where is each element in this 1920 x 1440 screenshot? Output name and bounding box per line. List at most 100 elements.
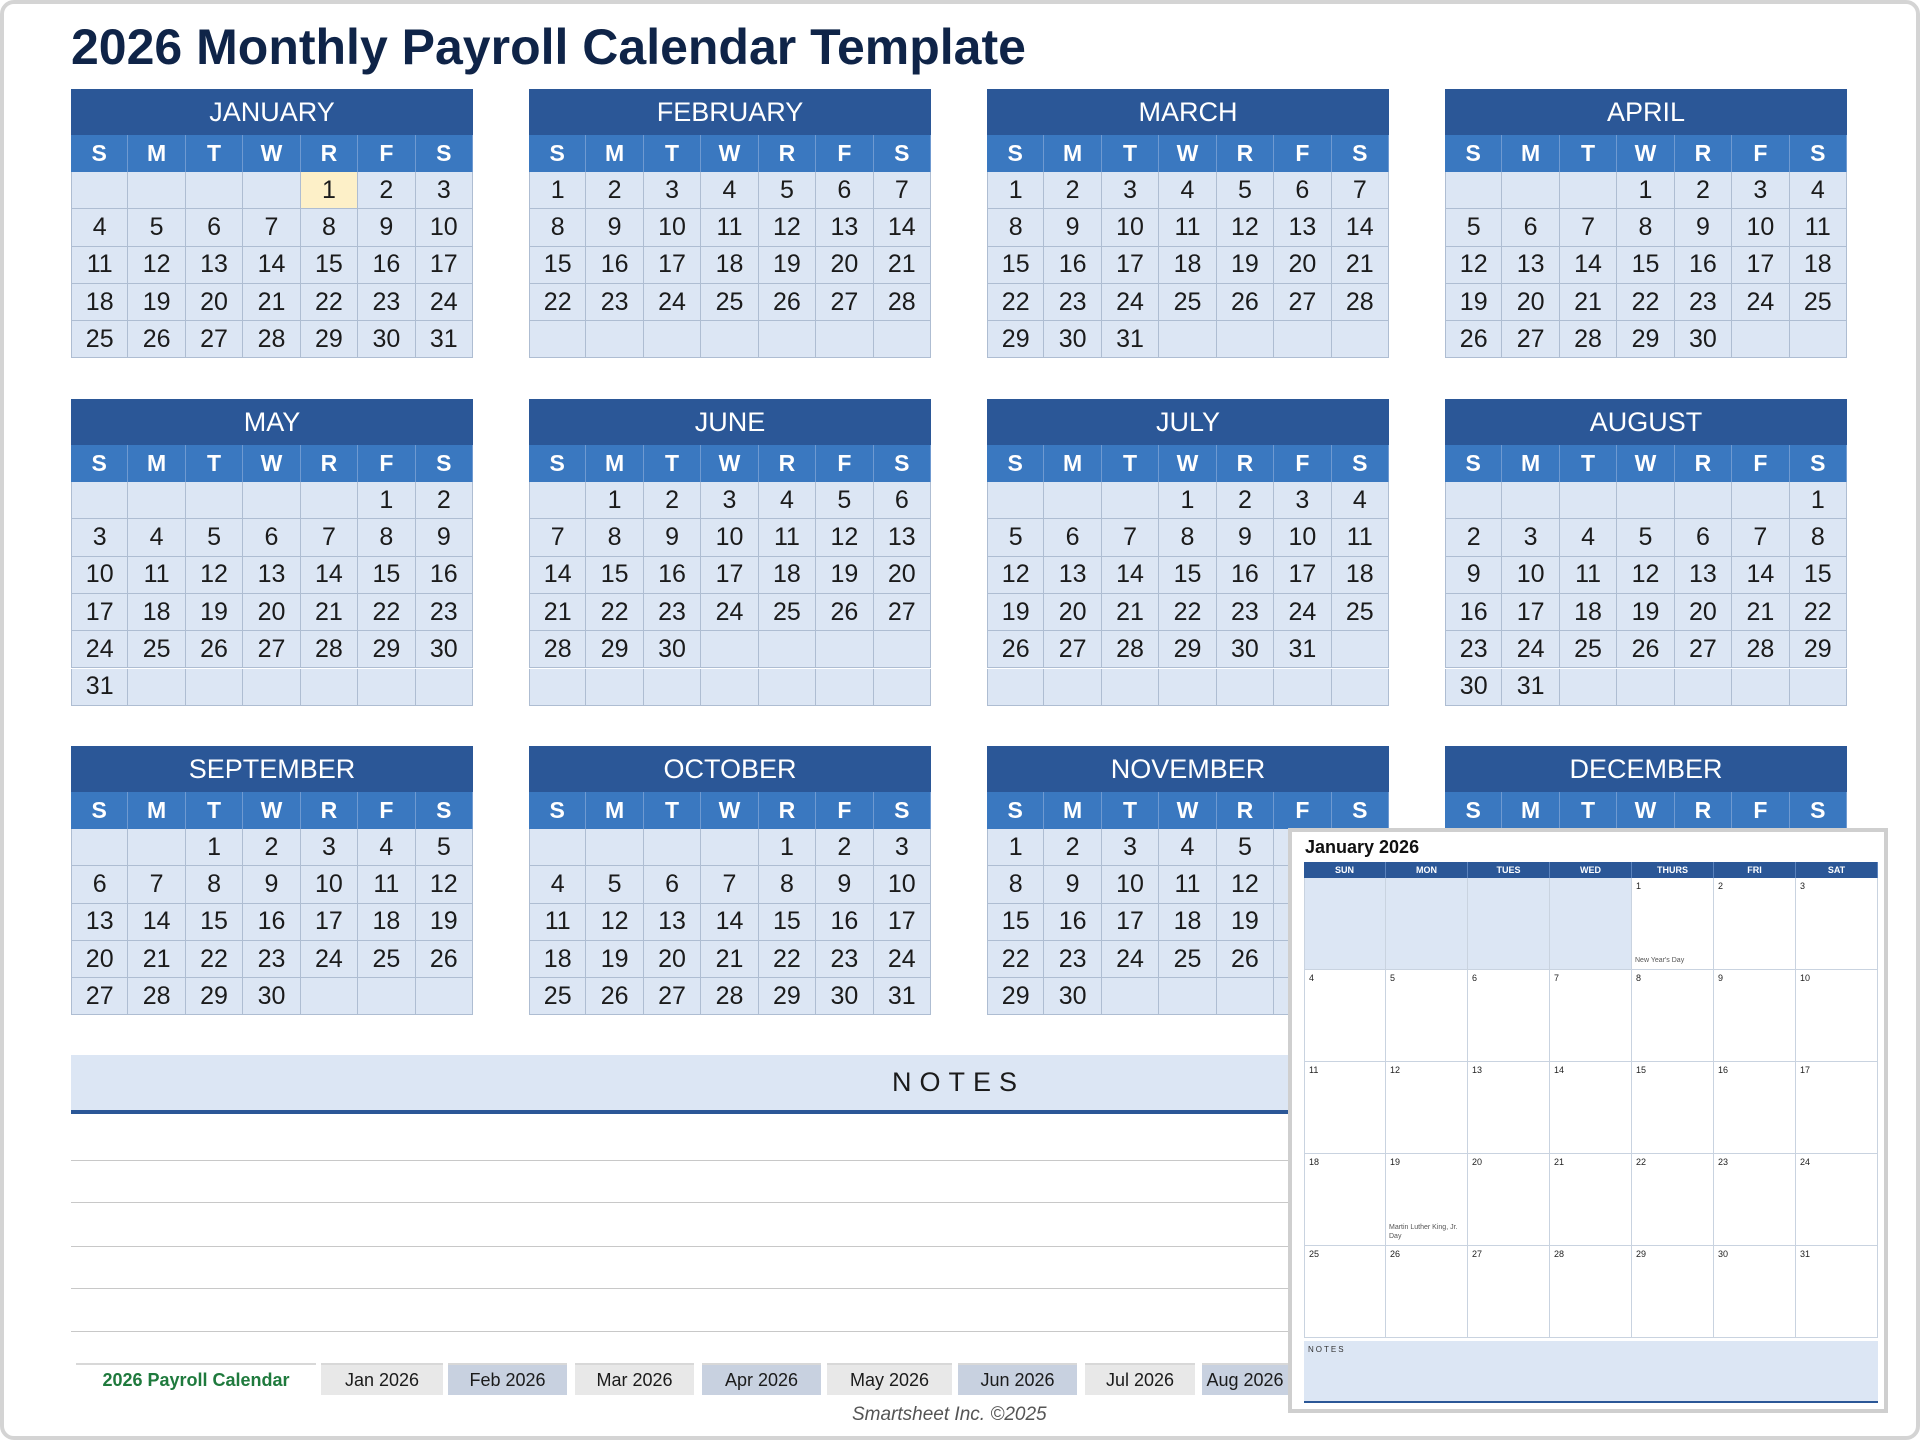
day-cell: 9 [415, 519, 473, 557]
day-cell: 27 [1044, 631, 1102, 669]
page-title: 2026 Monthly Payroll Calendar Template [71, 19, 1026, 75]
preview-day-cell: 6 [1468, 970, 1550, 1062]
preview-day-number: 29 [1636, 1249, 1647, 1259]
preview-day-cell: 1 New Year's Day [1632, 878, 1714, 970]
day-cell: 17 [71, 593, 129, 632]
day-cell: 24 [873, 940, 931, 979]
day-cell: 10 [643, 209, 702, 247]
preview-weekday: MON [1386, 862, 1468, 878]
weekday-header: R [1216, 135, 1275, 172]
sheet-tab[interactable]: Mar 2026 [575, 1363, 694, 1395]
day-cell: 27 [873, 593, 931, 632]
day-cell: 18 [1159, 903, 1217, 941]
day-cell: 8 [300, 209, 359, 247]
weekday-header: S [1789, 792, 1847, 829]
preview-day-cell: 8 [1632, 970, 1714, 1062]
preview-holiday: New Year's Day [1635, 957, 1685, 964]
day-cell [701, 668, 759, 706]
day-cell: 8 [1789, 519, 1847, 557]
weekday-header: W [1617, 445, 1675, 482]
weekday-header: S [415, 792, 473, 829]
day-cell: 29 [987, 321, 1045, 359]
sheet-tab[interactable]: Aug 2026 [1202, 1363, 1288, 1395]
day-cell: 31 [1502, 668, 1560, 706]
day-cell: 30 [358, 321, 416, 359]
day-cell: 13 [71, 903, 129, 941]
preview-day-cell [1304, 878, 1386, 970]
day-cell [1331, 668, 1389, 706]
day-cell: 22 [1617, 283, 1675, 322]
day-cell: 23 [1674, 283, 1733, 322]
preview-day-number: 6 [1472, 973, 1478, 983]
day-cell [1559, 172, 1618, 210]
day-cell: 15 [358, 556, 416, 594]
preview-day-number: 26 [1390, 1249, 1401, 1259]
day-cell [1559, 482, 1618, 520]
sheet-tab[interactable]: Apr 2026 [702, 1363, 821, 1395]
preview-weekday: TUES [1468, 862, 1550, 878]
day-cell: 25 [1159, 283, 1217, 322]
day-cell: 25 [1789, 283, 1847, 322]
sheet-tab[interactable]: Jul 2026 [1085, 1363, 1195, 1395]
preview-day-number: 1 [1636, 881, 1642, 891]
day-cell [185, 668, 244, 706]
day-cell: 30 [1216, 631, 1275, 669]
day-cell: 17 [415, 246, 473, 284]
preview-day-cell: 24 [1796, 1154, 1878, 1246]
month-name: NOVEMBER [987, 746, 1389, 792]
weekday-header: R [1674, 445, 1733, 482]
day-cell: 19 [987, 593, 1045, 632]
month-name: JANUARY [71, 89, 473, 135]
day-cell: 28 [1559, 321, 1618, 359]
day-cell [300, 482, 359, 520]
day-cell: 23 [415, 593, 473, 632]
day-cell: 5 [1216, 829, 1275, 867]
day-cell: 18 [758, 556, 817, 594]
notes-line [71, 1288, 1846, 1289]
day-cell: 4 [358, 829, 416, 867]
day-cell: 2 [1445, 519, 1503, 557]
day-cell [1789, 321, 1847, 359]
day-cell: 28 [873, 283, 931, 322]
day-cell: 22 [300, 283, 359, 322]
sheet-tab[interactable]: Feb 2026 [448, 1363, 567, 1395]
sheet-tab[interactable]: Jan 2026 [321, 1363, 443, 1395]
day-cell [128, 829, 186, 867]
day-cell: 3 [701, 482, 759, 520]
preview-day-number: 8 [1636, 973, 1642, 983]
day-cell: 12 [987, 556, 1045, 594]
day-cell: 24 [71, 631, 129, 669]
day-cell [1732, 668, 1790, 706]
preview-day-cell: 2 [1714, 878, 1796, 970]
weekday-header: R [758, 792, 817, 829]
day-cell: 24 [300, 940, 359, 979]
preview-day-cell: 5 [1386, 970, 1468, 1062]
weekday-header: M [586, 792, 644, 829]
day-cell: 31 [71, 668, 129, 706]
day-cell: 27 [71, 978, 129, 1016]
day-cell: 28 [1331, 283, 1389, 322]
day-cell: 5 [816, 482, 874, 520]
day-cell: 1 [1617, 172, 1675, 210]
day-cell [1674, 668, 1733, 706]
day-cell [873, 321, 931, 359]
day-cell [415, 668, 473, 706]
preview-weekday: FRI [1714, 862, 1796, 878]
weekday-header: M [1502, 445, 1560, 482]
preview-day-number: 17 [1800, 1065, 1811, 1075]
day-cell: 9 [243, 866, 301, 904]
sheet-tab[interactable]: 2026 Payroll Calendar [76, 1363, 316, 1395]
day-cell: 13 [1674, 556, 1733, 594]
day-cell: 8 [529, 209, 587, 247]
day-cell [300, 978, 359, 1016]
sheet-tab[interactable]: Jun 2026 [958, 1363, 1077, 1395]
weekday-header: S [529, 445, 587, 482]
day-cell: 16 [1044, 246, 1102, 284]
day-cell: 25 [701, 283, 759, 322]
sheet-tab[interactable]: May 2026 [827, 1363, 952, 1395]
weekday-header: W [701, 792, 759, 829]
day-cell: 14 [128, 903, 186, 941]
day-cell: 25 [1559, 631, 1618, 669]
day-cell: 22 [758, 940, 817, 979]
preview-day-cell: 11 [1304, 1062, 1386, 1154]
